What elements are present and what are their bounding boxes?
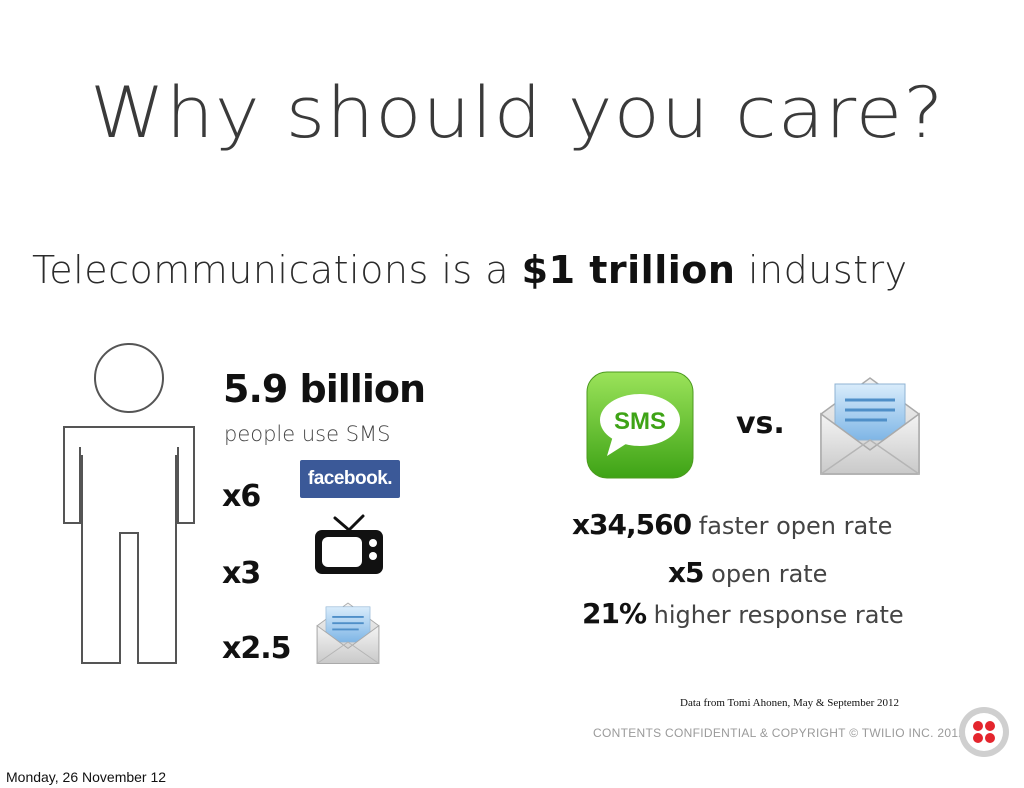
data-source-credit: Data from Tomi Ahonen, May & September 2… <box>680 697 899 709</box>
comparison-text: open rate <box>703 560 828 588</box>
subtitle-text-before: Telecommunications is a <box>32 248 522 292</box>
slide-title: Why should you care? <box>90 72 945 154</box>
slide: Why should you care? Telecommunications … <box>0 72 1024 769</box>
comparison-value: 21% <box>582 597 647 630</box>
footer-date: Monday, 26 November 12 <box>6 769 167 785</box>
subtitle-text-after: industry <box>735 248 908 292</box>
email-icon <box>820 377 920 475</box>
comparison-line: 21% higher response rate <box>582 597 904 630</box>
multiplier-email: x2.5 <box>222 631 291 666</box>
comparison-text: higher response rate <box>646 601 904 629</box>
comparison-line: x5 open rate <box>668 556 827 589</box>
stat-headline: 5.9 billion <box>223 367 426 411</box>
comparison-value: x5 <box>668 556 705 589</box>
sms-icon-text: SMS <box>614 408 666 435</box>
comparison-line: x34,560 faster open rate <box>572 508 892 541</box>
email-icon <box>316 602 380 664</box>
twilio-logo <box>959 707 1009 757</box>
multiplier-tv: x3 <box>222 556 261 591</box>
slide-subtitle: Telecommunications is a $1 trillion indu… <box>32 248 908 292</box>
footer-bar: Monday, 26 November 12 <box>0 768 1024 788</box>
sms-app-icon: SMS <box>586 371 694 479</box>
facebook-logo: facebook. <box>300 460 400 498</box>
tv-icon <box>315 514 383 574</box>
vs-label: vs. <box>736 406 785 441</box>
legal-notice: CONTENTS CONFIDENTIAL & COPYRIGHT © TWIL… <box>593 726 966 740</box>
comparison-text: faster open rate <box>691 512 893 540</box>
multiplier-facebook: x6 <box>222 479 261 514</box>
stat-subtext: people use SMS <box>224 422 391 446</box>
person-icon <box>63 343 195 664</box>
subtitle-highlight: $1 trillion <box>521 248 736 292</box>
comparison-value: x34,560 <box>572 508 692 541</box>
